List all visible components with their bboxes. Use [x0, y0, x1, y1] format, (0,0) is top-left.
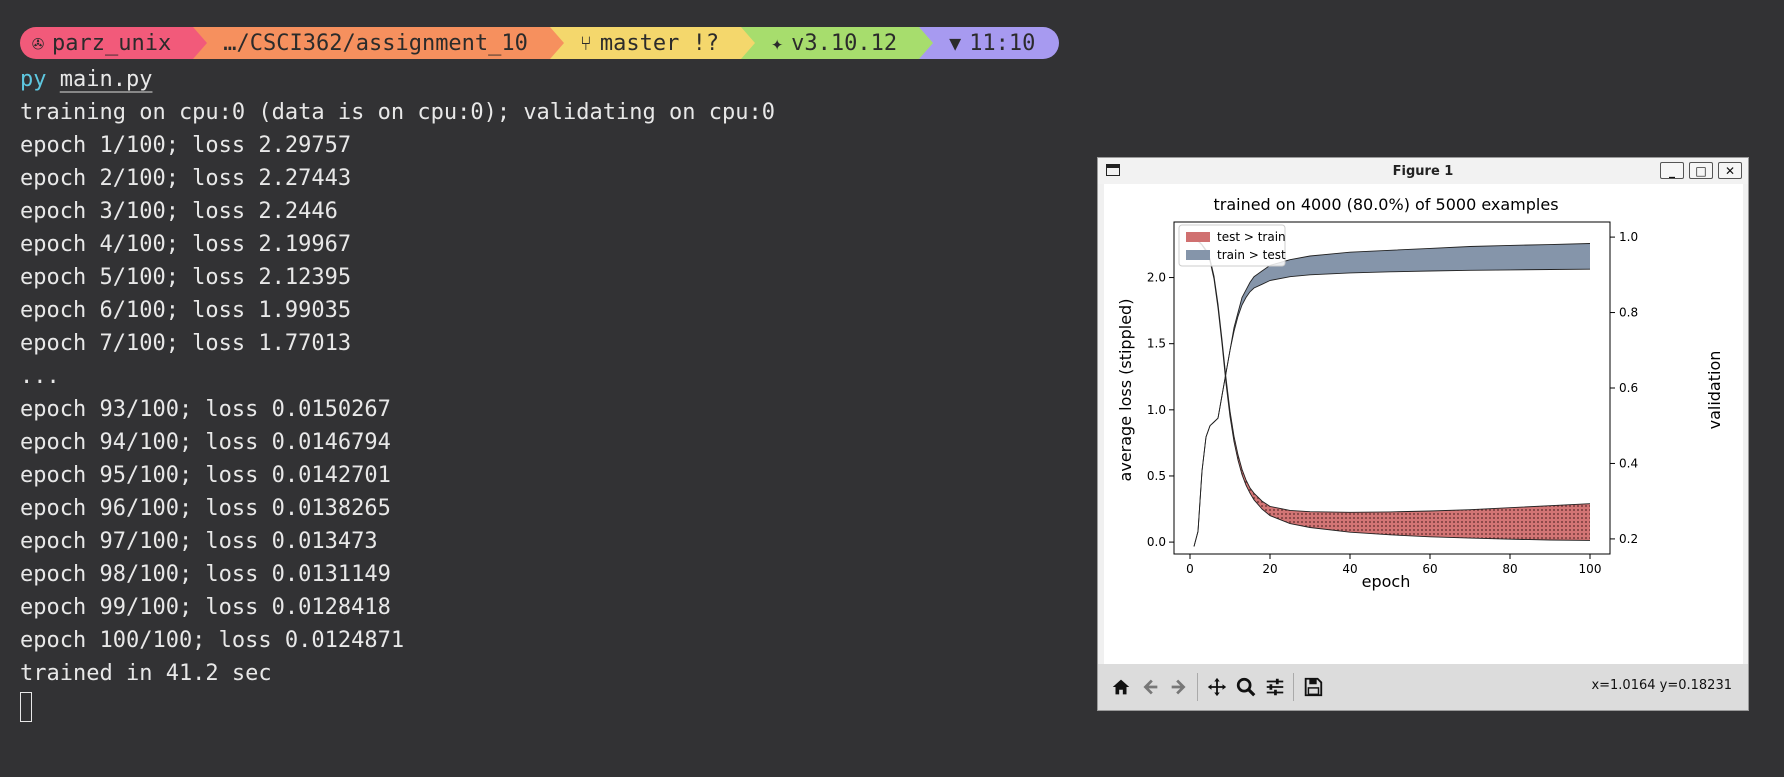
output-line: epoch 98/100; loss 0.0131149 — [20, 562, 391, 587]
output-lines: training on cpu:0 (data is on cpu:0); va… — [20, 96, 775, 690]
x-tick-label: 60 — [1422, 562, 1437, 576]
back-button[interactable] — [1135, 673, 1164, 701]
figure-window[interactable]: Figure 1 _ □ ✕ trained on 4000 (80.0%) o… — [1097, 157, 1749, 711]
output-line: epoch 96/100; loss 0.0138265 — [20, 496, 391, 521]
pan-button[interactable] — [1202, 673, 1231, 701]
legend-label-train-test: train > test — [1217, 248, 1286, 262]
arrow-left-icon — [1142, 679, 1157, 695]
chart-ylabel: average loss (stippled) — [1116, 299, 1135, 482]
x-tick-label: 20 — [1262, 562, 1277, 576]
x-tick-label: 40 — [1342, 562, 1357, 576]
output-line: epoch 7/100; loss 1.77013 — [20, 331, 352, 356]
y-tick-label: 1.5 — [1147, 337, 1166, 351]
legend-swatch-test-train — [1186, 232, 1210, 242]
y-right-tick-label: 0.6 — [1619, 381, 1638, 395]
save-button[interactable] — [1298, 673, 1327, 701]
chart-ylabel-right: validation — [1705, 351, 1724, 430]
output-line: epoch 93/100; loss 0.0150267 — [20, 397, 391, 422]
y-tick-label: 0.5 — [1147, 469, 1166, 483]
x-tick-label: 0 — [1186, 562, 1194, 576]
window-controls: _ □ ✕ — [1660, 162, 1742, 179]
y-tick-label: 1.0 — [1147, 403, 1166, 417]
chart-svg: trained on 4000 (80.0%) of 5000 examples… — [1116, 195, 1724, 591]
output-line: ... — [20, 364, 60, 389]
move-icon — [1207, 677, 1226, 697]
close-button[interactable]: ✕ — [1718, 162, 1742, 179]
output-line: epoch 100/100; loss 0.0124871 — [20, 628, 405, 653]
output-line: epoch 99/100; loss 0.0128418 — [20, 595, 391, 620]
y-right-tick-label: 0.2 — [1619, 532, 1638, 546]
x-tick-label: 100 — [1579, 562, 1602, 576]
output-line: training on cpu:0 (data is on cpu:0); va… — [20, 100, 775, 125]
prompt-git-segment: ⑂ master !? — [549, 27, 756, 59]
output-line: epoch 2/100; loss 2.27443 — [20, 166, 352, 191]
output-line: epoch 4/100; loss 2.19967 — [20, 232, 352, 257]
output-line: epoch 94/100; loss 0.0146794 — [20, 430, 391, 455]
prompt-user-segment: ✇ parz_unix — [20, 27, 208, 59]
minimize-button[interactable]: _ — [1660, 162, 1684, 179]
y-right-tick-label: 0.8 — [1619, 306, 1638, 320]
prompt-python-segment: ✦ v3.10.12 — [741, 27, 934, 59]
y-right-tick-label: 0.4 — [1619, 456, 1638, 470]
loss-train-line — [1193, 237, 1591, 541]
magnifier-icon — [1236, 677, 1255, 697]
legend-label-test-train: test > train — [1217, 230, 1286, 244]
y-tick-label: 2.0 — [1147, 271, 1166, 285]
y-right-tick-label: 1.0 — [1619, 230, 1638, 244]
cursor-line[interactable] — [20, 690, 775, 723]
toolbar-separator — [1197, 673, 1198, 701]
prompt-time: 11:10 — [969, 30, 1036, 56]
output-line: epoch 97/100; loss 0.013473 — [20, 529, 378, 554]
zoom-button[interactable] — [1231, 673, 1260, 701]
loss-band-test-gt-train — [1194, 237, 1590, 541]
arrow-right-icon — [1171, 679, 1186, 695]
fox-icon: ▼ — [949, 31, 962, 55]
chart-legend: test > train train > test — [1178, 224, 1286, 267]
output-line: epoch 3/100; loss 2.2446 — [20, 199, 338, 224]
prompt-python: v3.10.12 — [791, 30, 898, 56]
plot-canvas[interactable]: trained on 4000 (80.0%) of 5000 examples… — [1104, 184, 1743, 666]
validation-test-line — [1193, 268, 1591, 547]
figure-toolbar: x=1.0164 y=0.18231 — [1098, 664, 1748, 710]
close-icon: ✕ — [1724, 163, 1736, 178]
output-line: trained in 41.2 sec — [20, 661, 272, 686]
prompt-user: parz_unix — [52, 30, 172, 56]
window-title: Figure 1 — [1392, 163, 1454, 179]
legend-swatch-train-test — [1186, 250, 1210, 260]
command-line: py main.py — [20, 63, 775, 96]
maximize-icon: □ — [1695, 163, 1707, 178]
git-branch-icon: ⑂ — [579, 31, 592, 55]
output-line: epoch 6/100; loss 1.99035 — [20, 298, 352, 323]
terminal-cursor[interactable] — [20, 692, 32, 722]
terminal-output: py main.py training on cpu:0 (data is on… — [20, 63, 775, 723]
chart-xlabel: epoch — [1362, 572, 1411, 591]
toolbar-separator — [1293, 673, 1294, 701]
minimize-icon: _ — [1669, 163, 1675, 178]
configure-button[interactable] — [1260, 673, 1289, 701]
prompt-path-segment: …/CSCI362/assignment_10 — [193, 27, 564, 59]
ubuntu-icon: ✇ — [32, 31, 45, 55]
prompt-git: master !? — [599, 30, 720, 56]
output-line: epoch 95/100; loss 0.0142701 — [20, 463, 391, 488]
chart-title: trained on 4000 (80.0%) of 5000 examples — [1213, 195, 1558, 214]
window-titlebar[interactable]: Figure 1 _ □ ✕ — [1098, 158, 1748, 184]
python-icon: ✦ — [771, 31, 784, 55]
save-icon — [1304, 677, 1322, 697]
prompt-time-segment: ▼ 11:10 — [919, 27, 1060, 59]
shell-prompt: ✇ parz_unix …/CSCI362/assignment_10 ⑂ ma… — [20, 27, 1060, 59]
output-line: epoch 5/100; loss 2.12395 — [20, 265, 352, 290]
command-file: main.py — [59, 67, 153, 92]
home-button[interactable] — [1106, 673, 1135, 701]
output-line: epoch 1/100; loss 2.29757 — [20, 133, 352, 158]
x-tick-label: 80 — [1502, 562, 1517, 576]
command-prefix: py — [20, 67, 47, 92]
y-tick-label: 0.0 — [1147, 535, 1166, 549]
maximize-button[interactable]: □ — [1689, 162, 1713, 179]
cursor-coordinates: x=1.0164 y=0.18231 — [1591, 678, 1732, 693]
prompt-path: …/CSCI362/assignment_10 — [223, 30, 528, 56]
home-icon — [1112, 679, 1129, 695]
window-icon — [1106, 164, 1120, 176]
forward-button[interactable] — [1164, 673, 1193, 701]
sliders-icon — [1266, 678, 1283, 696]
